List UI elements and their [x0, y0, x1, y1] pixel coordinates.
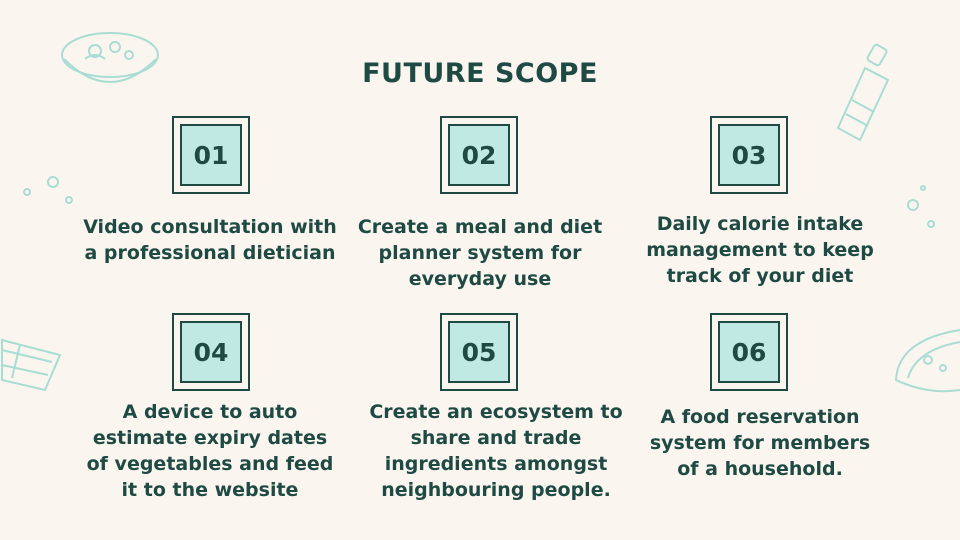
sandwich-icon — [0, 338, 62, 392]
number-badge: 06 — [718, 321, 780, 383]
bubbles-icon — [907, 185, 935, 228]
number-frame: 04 — [172, 313, 250, 391]
number-frame: 03 — [710, 116, 788, 194]
number-badge: 05 — [448, 321, 510, 383]
number-badge: 01 — [180, 124, 242, 186]
pepper-mill-icon — [836, 43, 890, 142]
number-badge: 04 — [180, 321, 242, 383]
scope-description: Video consultation with a professional d… — [83, 216, 337, 264]
scope-description: A device to auto estimate expiry dates o… — [86, 401, 334, 501]
slide-title: FUTURE SCOPE — [362, 58, 598, 89]
salad-bowl-icon — [61, 32, 159, 83]
bubbles-icon — [23, 176, 73, 204]
scope-description: A food reservation system for members of… — [649, 406, 871, 480]
scope-description: Create a meal and diet planner system fo… — [357, 216, 603, 290]
scope-description: Daily calorie intake management to keep … — [646, 213, 874, 287]
taco-icon — [894, 329, 960, 393]
number-badge: 03 — [718, 124, 780, 186]
number-frame: 01 — [172, 116, 250, 194]
scope-description: Create an ecosystem to share and trade i… — [369, 401, 623, 501]
number-frame: 05 — [440, 313, 518, 391]
number-frame: 06 — [710, 313, 788, 391]
number-badge: 02 — [448, 124, 510, 186]
number-frame: 02 — [440, 116, 518, 194]
